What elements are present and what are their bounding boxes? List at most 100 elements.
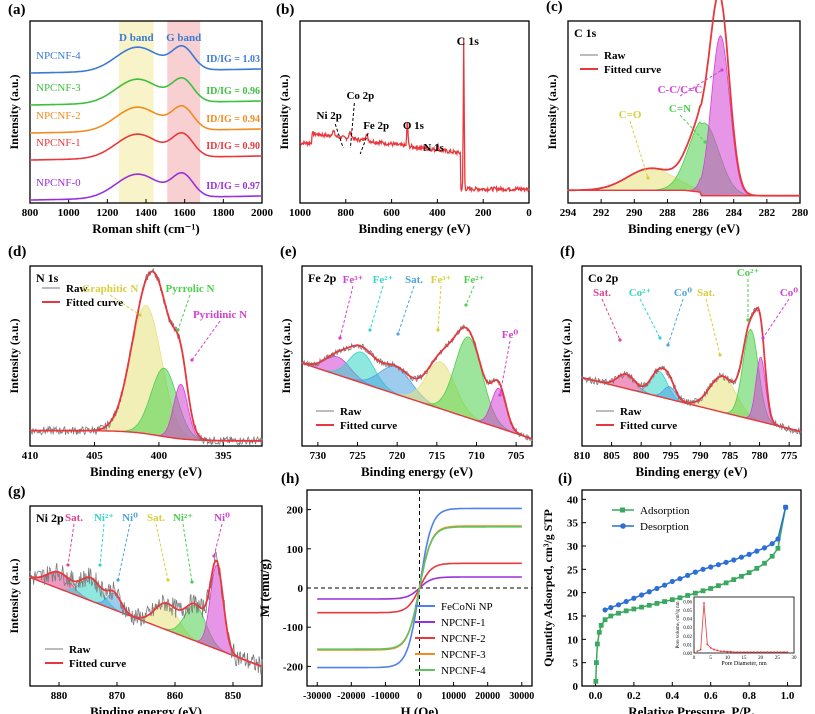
panel-i: 0.0 0.2 0.4 0.6 0.8 1.0 0 5 10 15 20 25 30 35 40 Adsorp… (541, 471, 802, 714)
x-tick-label: 710 (468, 450, 485, 462)
arrow-head (166, 578, 170, 582)
legend-label: Desorption (640, 521, 689, 533)
x-tick-label: 10000 (441, 691, 466, 702)
desorption-point (708, 564, 714, 570)
arrow-head (646, 176, 650, 180)
inset-point (756, 651, 759, 654)
x-tick-label: 0.0 (589, 690, 603, 702)
peak-label: Ni⁰ (214, 512, 230, 524)
y-axis-label: Intensity (a.u.) (7, 318, 21, 393)
peak-label: Fe³⁺ (343, 274, 364, 286)
inset-point (783, 651, 785, 654)
band-label: G band (166, 32, 201, 44)
x-axis-label: Binding energy (eV) (359, 221, 471, 236)
y-tick-label: 35 (567, 518, 579, 530)
x-axis-label: H (Oe) (401, 704, 439, 714)
panel-f: 810 805 800 795 790 785 780 775 Intensity (a.u.)… (559, 244, 802, 479)
x-tick-label: 1.0 (781, 690, 795, 702)
inset-x-tick-label: 20 (758, 656, 764, 661)
x-tick-label: 294 (560, 207, 577, 219)
inset-y-tick-label: 0.05 (683, 609, 692, 614)
y-tick-label: 10 (567, 634, 579, 646)
peak-label: Co²⁺ (629, 287, 652, 299)
fitted-curve (568, 0, 800, 197)
inset-x-tick-label: 5 (709, 656, 712, 661)
x-tick-label: 1600 (174, 207, 197, 219)
inset-point (706, 643, 709, 646)
panel-title: Co 2p (588, 271, 619, 285)
survey-curve (299, 38, 530, 194)
panel-label: (h) (281, 471, 299, 487)
arrow-head (338, 336, 342, 340)
adsorption-point (677, 595, 683, 601)
panel-label: (g) (8, 484, 26, 500)
panel-c: 294 292 290 288 286 284 282 280 Intensity (a.u.)… (545, 0, 809, 236)
peak-label: C-C/C=C (658, 84, 703, 96)
peak-label: Co²⁺ (737, 267, 760, 279)
inset-y-tick-label: 0.02 (683, 635, 692, 640)
legend-label: Fitted curve (69, 658, 126, 670)
inset-point (699, 648, 702, 651)
adsorption-point (739, 573, 744, 579)
arrow-head (368, 328, 372, 332)
series-label: NPCNF-3 (36, 82, 81, 94)
desorption-point (761, 545, 768, 551)
panel-e: 730 725 720 715 710 705 Intensity (a.u.) Bindin… (279, 244, 533, 479)
desorption-point (723, 559, 729, 565)
x-tick-label: 288 (659, 207, 676, 219)
arrow-head (761, 336, 765, 340)
inset-x-tick-label: 25 (775, 656, 781, 661)
inset-point (739, 651, 742, 654)
peak-label: Fe 2p (363, 120, 389, 132)
series-label: NPCNF-0 (36, 177, 81, 189)
peak-label: C=N (669, 103, 691, 115)
x-tick-label: 0.2 (627, 690, 641, 702)
peak-label: Sat. (147, 512, 165, 524)
x-tick-label: 400 (151, 450, 168, 462)
adsorption-point (631, 606, 637, 612)
peak-arrow (359, 132, 369, 155)
x-tick-label: 725 (349, 450, 366, 462)
peak-arrow (349, 102, 355, 149)
inset-point (713, 648, 715, 651)
arrow-head (746, 318, 750, 322)
x-tick-label: 280 (792, 207, 809, 219)
desorption-point (692, 569, 698, 575)
axes-frame (581, 489, 802, 687)
adsorption-point (646, 602, 652, 608)
inset-x-tick-label: 10 (725, 656, 731, 661)
arrow-head (498, 393, 502, 397)
inset-y-tick-label: 0.06 (683, 600, 692, 605)
raman-curve (30, 45, 262, 74)
peak-arrow (465, 285, 475, 306)
desorption-point (677, 576, 683, 582)
peak-label: O 1s (403, 120, 425, 132)
y-axis-label: M (emu/g) (257, 559, 272, 617)
desorption-point (615, 602, 622, 608)
panel-label: (b) (276, 2, 294, 18)
desorption-point (783, 504, 789, 510)
peak-label: Fe²⁺ (464, 274, 485, 286)
peak-arrow (667, 298, 684, 346)
panel-b: 1000 800 600 400 200 0 C 1s O 1s N 1s Co 2p Fe 2p N… (276, 2, 532, 236)
x-tick-label: 0.8 (742, 690, 756, 702)
legend-marker (620, 523, 626, 529)
background-line (581, 376, 802, 433)
fitted-curve (301, 326, 533, 440)
y-tick-label: 5 (573, 658, 579, 670)
legend-label: NPCNF-3 (441, 649, 486, 661)
desorption-point (738, 554, 745, 560)
x-tick-label: 292 (593, 207, 610, 219)
peak-arrow (339, 285, 354, 339)
x-tick-label: 775 (781, 450, 798, 462)
peak-arrow (109, 294, 141, 316)
legend-marker (620, 507, 625, 513)
x-tick-label: -30000 (303, 691, 331, 702)
x-axis-label: Binding energy (eV) (636, 464, 748, 479)
peak-arrow (762, 298, 790, 339)
x-axis-label: Relative Pressure, P/P₀ (628, 704, 755, 714)
y-tick-label: 0 (573, 681, 579, 693)
raman-curve (30, 77, 262, 106)
panel-g: 880 870 860 850 Intensity (a.u.) Binding ener… (7, 484, 263, 714)
inset-curve (697, 602, 788, 653)
